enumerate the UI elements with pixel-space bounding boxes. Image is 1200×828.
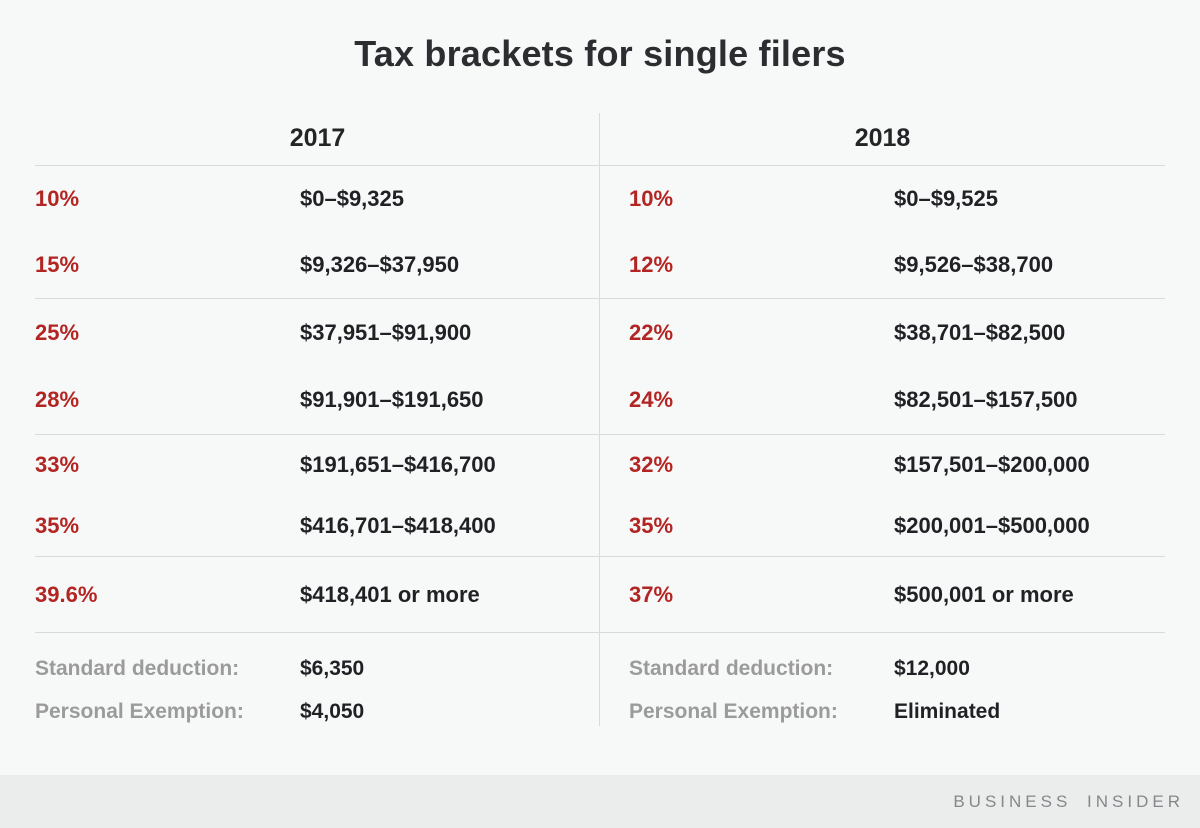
cell-2018: Standard deduction: $12,000 <box>600 647 1165 690</box>
bracket-range: $9,326–$37,950 <box>300 252 460 277</box>
table-header-row: 2017 2018 <box>35 112 1165 166</box>
bracket-rate: 22% <box>629 319 674 345</box>
standard-deduction-label: Standard deduction: <box>35 656 240 680</box>
personal-exemption-value: $4,050 <box>300 699 365 723</box>
personal-exemption-value: Eliminated <box>894 699 1001 723</box>
cell-2017: 15% $9,326–$37,950 <box>35 232 600 298</box>
table-row: 35% $416,701–$418,400 35% $200,001–$500,… <box>35 495 1165 556</box>
personal-exemption-row: Personal Exemption: $4,050 Personal Exem… <box>35 690 1165 733</box>
footer-bar: BUSINESS INSIDER <box>0 775 1200 828</box>
table-row: 25% $37,951–$91,900 22% $38,701–$82,500 <box>35 298 1165 366</box>
bracket-rate: 32% <box>629 452 674 477</box>
bracket-rate: 35% <box>629 512 674 538</box>
cell-2017: 25% $37,951–$91,900 <box>35 299 600 366</box>
cell-2017: Standard deduction: $6,350 <box>35 647 600 690</box>
bracket-range: $500,001 or more <box>894 581 1074 607</box>
table-row: 10% $0–$9,325 10% $0–$9,525 <box>35 166 1165 232</box>
standard-deduction-row: Standard deduction: $6,350 Standard dedu… <box>35 647 1165 690</box>
bracket-range: $416,701–$418,400 <box>300 512 496 538</box>
bracket-range: $191,651–$416,700 <box>300 452 496 477</box>
standard-deduction-label: Standard deduction: <box>629 656 834 680</box>
bracket-range: $37,951–$91,900 <box>300 319 472 345</box>
cell-2018: 35% $200,001–$500,000 <box>600 495 1165 556</box>
table-row: 15% $9,326–$37,950 12% $9,526–$38,700 <box>35 232 1165 298</box>
cell-2017: Personal Exemption: $4,050 <box>35 690 600 733</box>
bracket-rate: 15% <box>35 252 80 277</box>
bracket-range: $38,701–$82,500 <box>894 319 1066 345</box>
bracket-range: $91,901–$191,650 <box>300 387 484 412</box>
standard-deduction-value: $6,350 <box>300 656 365 680</box>
cell-2018: 22% $38,701–$82,500 <box>600 299 1165 366</box>
bracket-rate: 35% <box>35 512 80 538</box>
column-header-2017: 2017 <box>289 124 346 152</box>
bracket-range: $200,001–$500,000 <box>894 512 1090 538</box>
bracket-range: $82,501–$157,500 <box>894 387 1078 412</box>
cell-2018: Personal Exemption: Eliminated <box>600 690 1165 733</box>
tax-table: 2017 2018 10% $0–$9,325 10% $0–$9,525 15… <box>35 112 1165 733</box>
bracket-rate: 12% <box>629 252 674 277</box>
bracket-rate: 39.6% <box>35 581 98 607</box>
cell-2018: 12% $9,526–$38,700 <box>600 232 1165 298</box>
personal-exemption-label: Personal Exemption: <box>35 699 244 723</box>
cell-2017: 10% $0–$9,325 <box>35 166 600 232</box>
cell-2017: 28% $91,901–$191,650 <box>35 366 600 434</box>
column-header-2018: 2018 <box>854 124 911 152</box>
bracket-range: $9,526–$38,700 <box>894 252 1054 277</box>
bracket-rate: 37% <box>629 581 674 607</box>
business-insider-logo: BUSINESS INSIDER <box>953 791 1184 811</box>
bracket-range: $0–$9,525 <box>894 186 998 211</box>
cell-2018: 24% $82,501–$157,500 <box>600 366 1165 434</box>
bracket-range: $418,401 or more <box>300 581 480 607</box>
bracket-rate: 10% <box>629 186 674 211</box>
bracket-rate: 24% <box>629 387 674 412</box>
table-row: 33% $191,651–$416,700 32% $157,501–$200,… <box>35 434 1165 495</box>
bracket-range: $157,501–$200,000 <box>894 452 1090 477</box>
column-divider <box>599 113 600 726</box>
cell-2018: 32% $157,501–$200,000 <box>600 435 1165 495</box>
deductions-section: Standard deduction: $6,350 Standard dedu… <box>35 632 1165 733</box>
bracket-rate: 25% <box>35 319 80 345</box>
cell-2017: 33% $191,651–$416,700 <box>35 435 600 495</box>
cell-2017: 39.6% $418,401 or more <box>35 557 600 632</box>
bracket-rate: 10% <box>35 186 80 211</box>
page-title: Tax brackets for single filers <box>354 33 846 74</box>
standard-deduction-value: $12,000 <box>894 656 970 680</box>
bracket-rate: 33% <box>35 452 80 477</box>
table-row: 39.6% $418,401 or more 37% $500,001 or m… <box>35 556 1165 632</box>
cell-2018: 37% $500,001 or more <box>600 557 1165 632</box>
table-row: 28% $91,901–$191,650 24% $82,501–$157,50… <box>35 366 1165 434</box>
cell-2017: 35% $416,701–$418,400 <box>35 495 600 556</box>
bracket-rate: 28% <box>35 387 80 412</box>
cell-2018: 10% $0–$9,525 <box>600 166 1165 232</box>
bracket-range: $0–$9,325 <box>300 186 404 211</box>
personal-exemption-label: Personal Exemption: <box>629 699 838 723</box>
